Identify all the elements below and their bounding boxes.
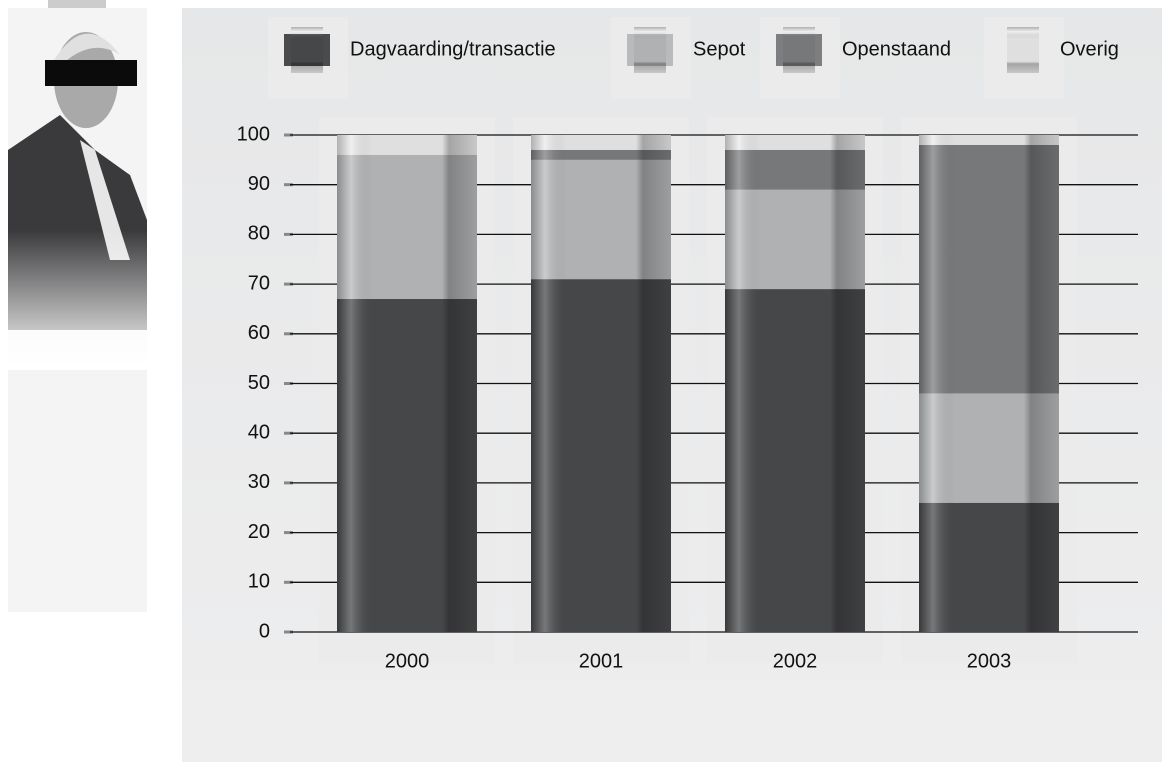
x-tick-label: 2003 — [967, 650, 1012, 672]
y-tick-label: 20 — [248, 521, 270, 543]
y-tick-label: 70 — [248, 272, 270, 294]
legend-shade — [1007, 27, 1039, 73]
legend-label: Overig — [1060, 38, 1119, 60]
bar-shade — [337, 135, 477, 632]
plot: 0 10 20 30 40 50 60 70 80 90 100 Dagvaarding/transa… — [237, 17, 1138, 672]
bar-shade — [919, 135, 1059, 632]
y-tick-label: 60 — [248, 322, 270, 344]
y-tick-label: 40 — [248, 421, 270, 443]
x-tick-label: 2001 — [579, 650, 624, 672]
y-tick-label: 0 — [259, 620, 270, 642]
legend-label: Sepot — [693, 38, 746, 60]
y-tick-label: 100 — [237, 123, 270, 145]
legend-shade — [783, 27, 815, 73]
legend-shade — [634, 27, 666, 73]
bar-shade — [531, 135, 671, 632]
y-tick-label: 50 — [248, 372, 270, 394]
y-tick-label: 90 — [248, 173, 270, 195]
bar-shade — [725, 135, 865, 632]
x-tick-label: 2000 — [385, 650, 430, 672]
legend-shade — [291, 27, 323, 73]
y-tick-label: 80 — [248, 223, 270, 245]
x-tick-label: 2002 — [773, 650, 818, 672]
y-tick-label: 30 — [248, 471, 270, 493]
legend-label: Dagvaarding/transactie — [350, 38, 556, 60]
legend-label: Openstaand — [842, 38, 951, 60]
photo-panel — [8, 0, 147, 612]
y-tick-label: 10 — [248, 571, 270, 593]
